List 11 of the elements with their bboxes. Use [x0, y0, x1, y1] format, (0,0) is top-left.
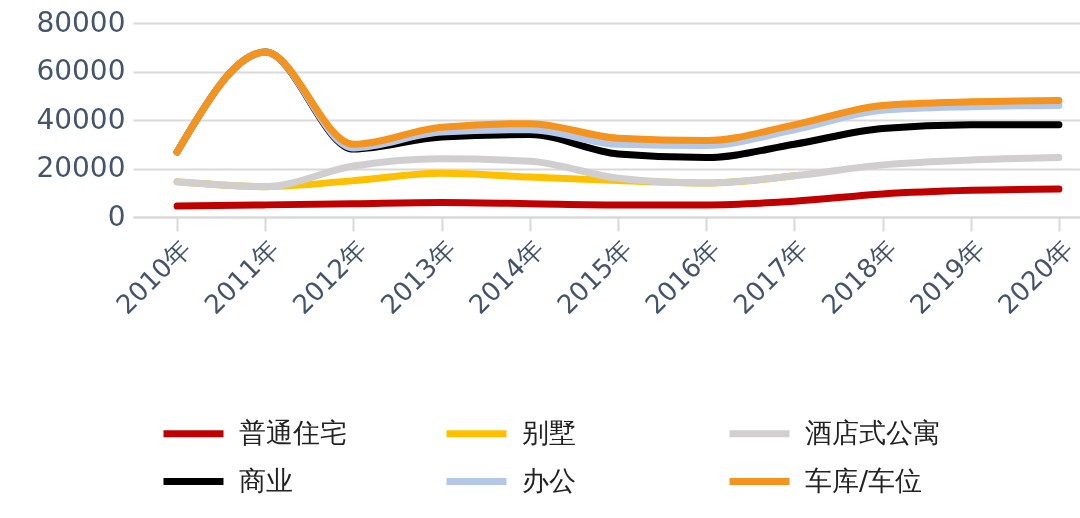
- legend-label: 酒店式公寓: [805, 416, 940, 448]
- legend-label: 办公: [522, 464, 576, 496]
- y-tick-label: 60000: [36, 54, 126, 87]
- legend-label: 别墅: [522, 416, 576, 448]
- y-tick-label: 80000: [36, 5, 126, 39]
- legend-label: 车库/车位: [805, 464, 923, 496]
- y-tick-label: 20000: [36, 151, 126, 184]
- legend-label: 商业: [239, 464, 293, 496]
- legend-label: 普通住宅: [239, 416, 347, 448]
- y-tick-label: 0: [107, 199, 126, 233]
- y-tick-label: 40000: [36, 102, 126, 136]
